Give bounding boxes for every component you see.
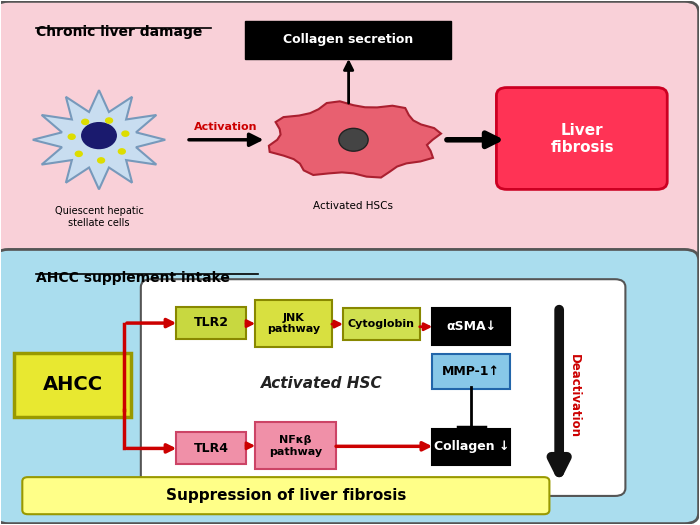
FancyBboxPatch shape xyxy=(433,308,510,345)
FancyBboxPatch shape xyxy=(176,307,246,339)
Text: Collagen secretion: Collagen secretion xyxy=(284,33,414,46)
FancyBboxPatch shape xyxy=(176,432,246,464)
Text: AHCC: AHCC xyxy=(43,375,103,394)
Circle shape xyxy=(82,123,116,149)
FancyBboxPatch shape xyxy=(0,249,699,523)
Circle shape xyxy=(76,151,82,156)
Text: TLR4: TLR4 xyxy=(194,442,229,455)
Text: AHCC supplement intake: AHCC supplement intake xyxy=(36,271,230,286)
Text: Cytoglobin: Cytoglobin xyxy=(348,319,415,329)
FancyBboxPatch shape xyxy=(14,353,131,416)
Text: NFκβ
pathway: NFκβ pathway xyxy=(269,435,322,457)
FancyBboxPatch shape xyxy=(343,309,420,340)
Text: Activation: Activation xyxy=(194,122,258,132)
FancyBboxPatch shape xyxy=(246,20,451,59)
Text: Activated HSC: Activated HSC xyxy=(261,376,383,391)
Circle shape xyxy=(118,149,125,154)
FancyBboxPatch shape xyxy=(433,354,510,389)
Circle shape xyxy=(68,134,75,139)
Circle shape xyxy=(97,158,104,163)
Ellipse shape xyxy=(339,128,368,151)
FancyBboxPatch shape xyxy=(256,422,336,469)
Text: JNK
pathway: JNK pathway xyxy=(267,313,320,334)
FancyBboxPatch shape xyxy=(256,300,332,347)
Text: Collagen ↓: Collagen ↓ xyxy=(433,440,509,454)
FancyBboxPatch shape xyxy=(433,428,510,465)
Text: αSMA↓: αSMA↓ xyxy=(447,320,496,333)
Circle shape xyxy=(122,131,129,136)
Circle shape xyxy=(82,119,89,124)
Text: MMP-1↑: MMP-1↑ xyxy=(442,365,500,378)
Polygon shape xyxy=(33,90,165,190)
Polygon shape xyxy=(269,101,441,177)
Text: TLR2: TLR2 xyxy=(194,317,229,329)
Text: Chronic liver damage: Chronic liver damage xyxy=(36,25,202,39)
FancyBboxPatch shape xyxy=(22,477,550,514)
FancyBboxPatch shape xyxy=(496,88,667,190)
Text: Suppression of liver fibrosis: Suppression of liver fibrosis xyxy=(166,488,406,503)
Circle shape xyxy=(106,118,113,123)
Text: Liver
fibrosis: Liver fibrosis xyxy=(550,122,614,155)
Text: Deactivation: Deactivation xyxy=(568,354,580,438)
FancyBboxPatch shape xyxy=(0,2,699,262)
Text: Activated HSCs: Activated HSCs xyxy=(314,202,393,212)
FancyBboxPatch shape xyxy=(141,279,625,496)
Text: Quiescent hepatic
stellate cells: Quiescent hepatic stellate cells xyxy=(55,206,144,228)
